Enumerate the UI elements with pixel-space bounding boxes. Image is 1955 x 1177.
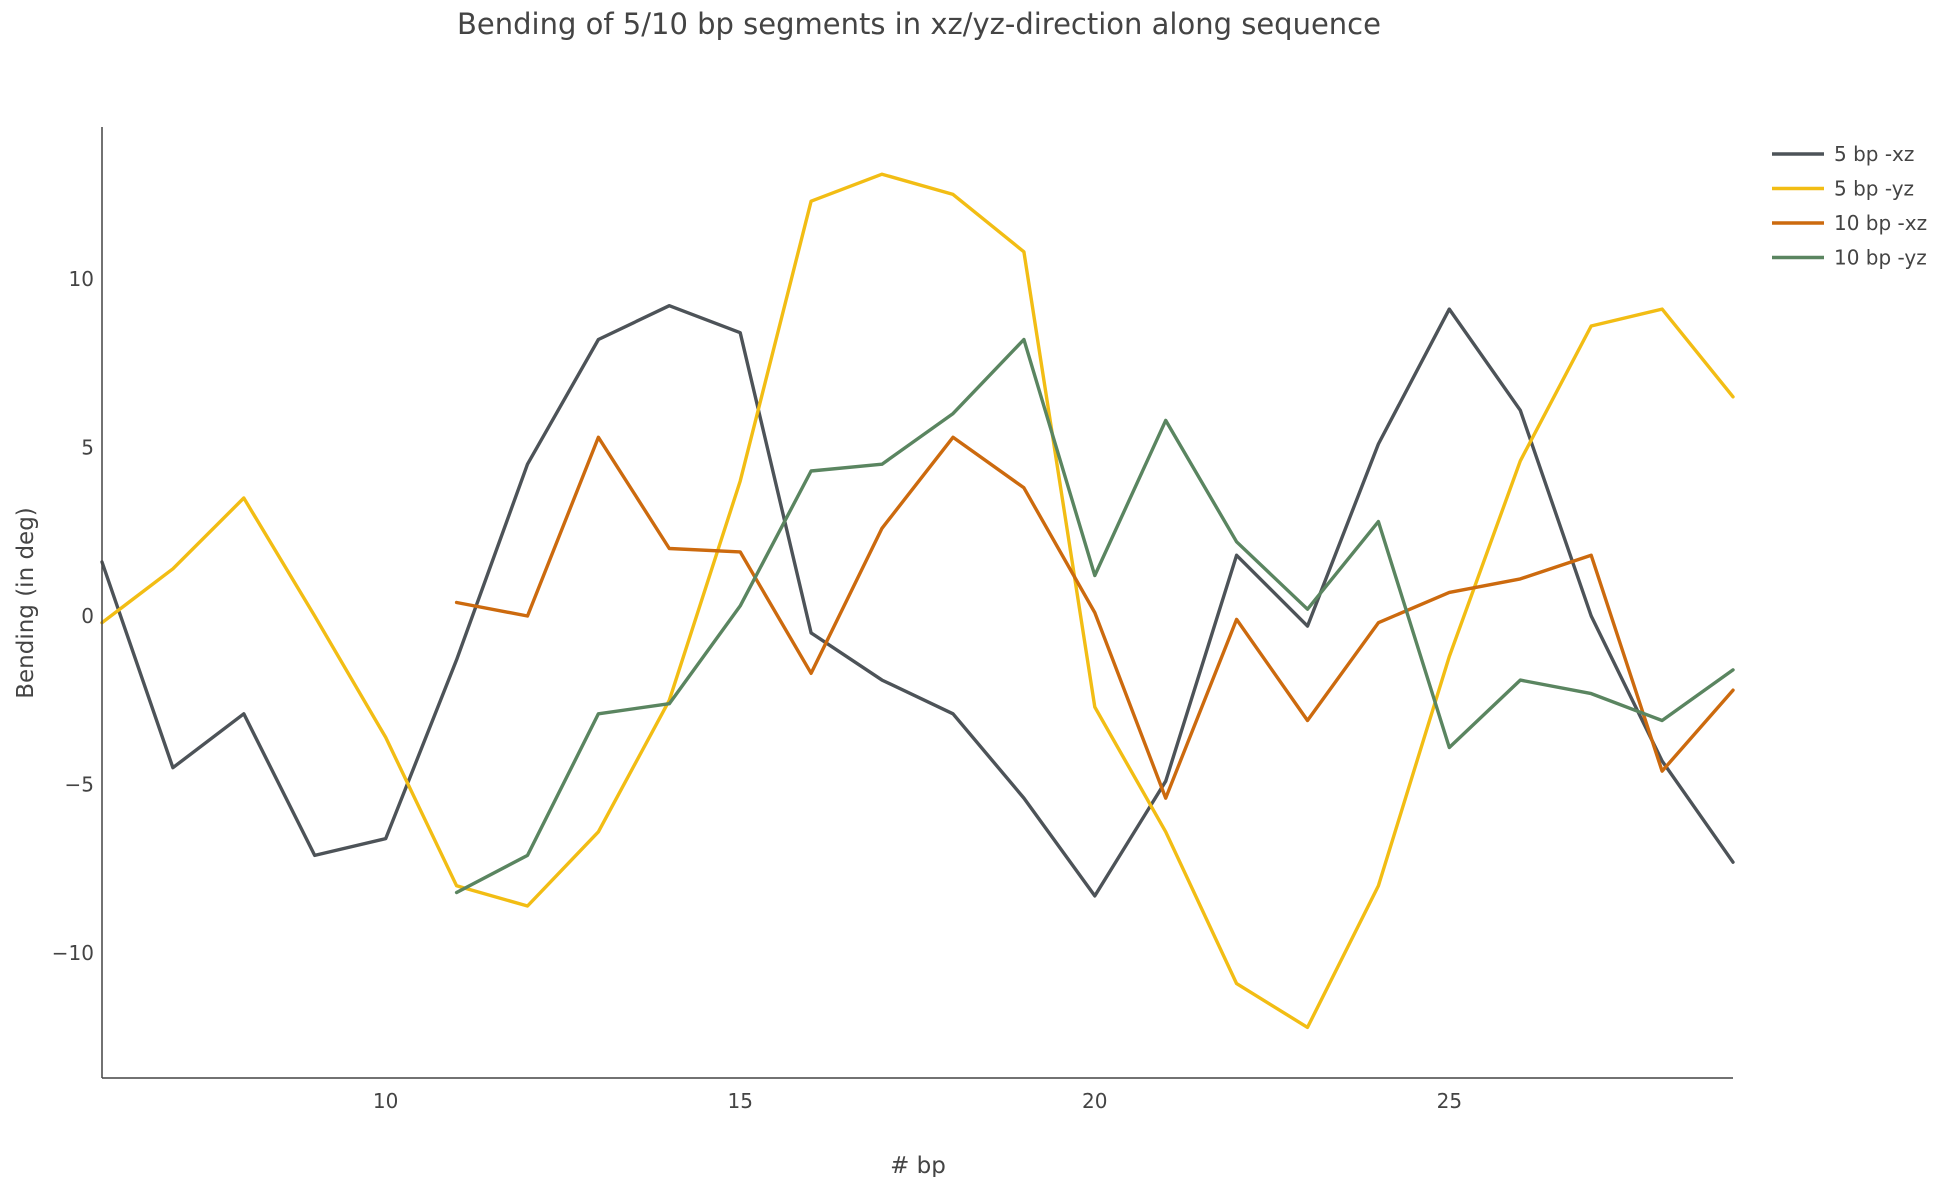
y-tick-label: −5 <box>65 773 94 797</box>
series-line-5-bp-xz[interactable] <box>100 304 1735 898</box>
chart-title: Bending of 5/10 bp segments in xz/yz-dir… <box>457 7 1381 41</box>
plot-area <box>100 172 1735 1030</box>
y-axis-label: Bending (in deg) <box>13 507 39 699</box>
legend-label: 5 bp -xz <box>1834 142 1914 166</box>
y-tick-label: 5 <box>81 435 94 459</box>
x-tick-label: 25 <box>1437 1089 1462 1113</box>
x-axis-ticks: 10 15 20 25 <box>373 1089 1462 1113</box>
series-line-10-bp-xz[interactable] <box>454 435 1735 800</box>
series-line-10-bp-yz[interactable] <box>454 337 1735 895</box>
y-tick-label: −10 <box>52 941 94 965</box>
legend-item[interactable]: 5 bp -xz <box>1772 142 1914 166</box>
y-tick-label: 10 <box>69 267 94 291</box>
legend-label: 5 bp -yz <box>1834 177 1914 201</box>
y-tick-label: 0 <box>81 604 94 628</box>
x-tick-label: 15 <box>727 1089 752 1113</box>
x-axis-label: # bp <box>890 1153 946 1177</box>
legend-item[interactable]: 5 bp -yz <box>1772 177 1914 201</box>
x-tick-label: 10 <box>373 1089 398 1113</box>
legend-label: 10 bp -yz <box>1834 246 1927 270</box>
y-axis-ticks: −10 −5 0 5 10 <box>52 267 94 965</box>
legend-item[interactable]: 10 bp -xz <box>1772 211 1927 235</box>
series-line-5-bp-yz[interactable] <box>100 172 1735 1030</box>
x-tick-label: 20 <box>1082 1089 1107 1113</box>
legend-item[interactable]: 10 bp -yz <box>1772 246 1927 270</box>
legend-label: 10 bp -xz <box>1834 211 1927 235</box>
legend[interactable]: 5 bp -xz 5 bp -yz 10 bp -xz 10 bp -yz <box>1772 142 1927 270</box>
